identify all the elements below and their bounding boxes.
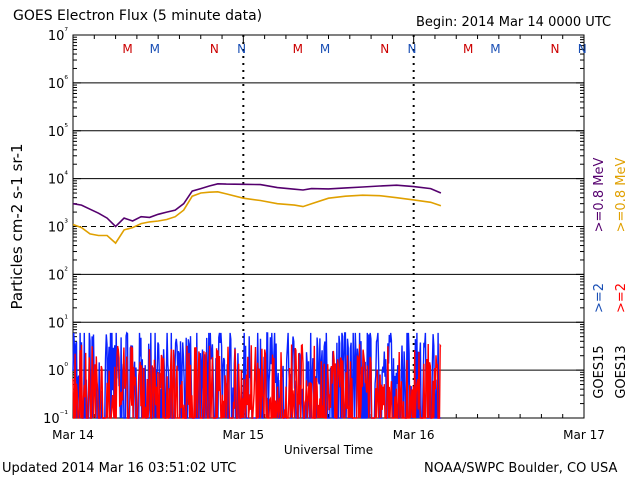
- y-axis-label: Particles cm-2 s-1 sr-1: [8, 143, 26, 309]
- time-marker: N: [237, 42, 246, 56]
- time-marker: N: [380, 42, 389, 56]
- y-tick-label: 10¹: [48, 314, 69, 331]
- y-tick-label: 10³: [48, 219, 69, 236]
- y-tick-label: 10⁰: [48, 362, 69, 379]
- time-marker: M: [463, 42, 473, 56]
- legend-entry: >=2: [592, 283, 607, 313]
- series-line: [72, 182, 442, 228]
- time-marker: N: [578, 42, 587, 56]
- chart-title: GOES Electron Flux (5 minute data): [13, 8, 263, 24]
- legend-entry: >=2: [614, 283, 629, 313]
- x-axis-label: Universal Time: [284, 443, 373, 457]
- credit-text: NOAA/SWPC Boulder, CO USA: [424, 461, 618, 476]
- y-tick-label: 10⁷: [48, 27, 69, 44]
- time-marker: N: [551, 42, 560, 56]
- series-line: [72, 343, 442, 419]
- legend-entry: >=0.8 MeV: [592, 158, 607, 233]
- time-marker: M: [320, 42, 330, 56]
- x-tick-label: Mar 17: [563, 428, 605, 442]
- y-tick-label: 10²: [48, 266, 69, 283]
- time-marker: M: [122, 42, 132, 56]
- time-marker: N: [210, 42, 219, 56]
- time-marker: M: [150, 42, 160, 56]
- time-marker: M: [293, 42, 303, 56]
- x-tick-label: Mar 15: [222, 428, 264, 442]
- begin-time: Begin: 2014 Mar 14 0000 UTC: [416, 15, 612, 30]
- y-tick-label: 10⁵: [48, 123, 69, 140]
- y-tick-label: 10⁶: [48, 75, 69, 92]
- time-marker: M: [490, 42, 500, 56]
- updated-time: Updated 2014 Mar 16 03:51:02 UTC: [2, 461, 237, 476]
- legend-satellite: GOES13: [614, 345, 629, 398]
- y-tick-label: 10⁻¹: [43, 410, 68, 427]
- x-tick-label: Mar 14: [52, 428, 94, 442]
- x-tick-label: Mar 16: [393, 428, 435, 442]
- y-tick-label: 10⁴: [48, 171, 69, 188]
- time-marker: N: [407, 42, 416, 56]
- series-line: [72, 190, 442, 245]
- legend-satellite: GOES15: [592, 345, 607, 398]
- legend-entry: >=0.8 MeV: [614, 158, 629, 233]
